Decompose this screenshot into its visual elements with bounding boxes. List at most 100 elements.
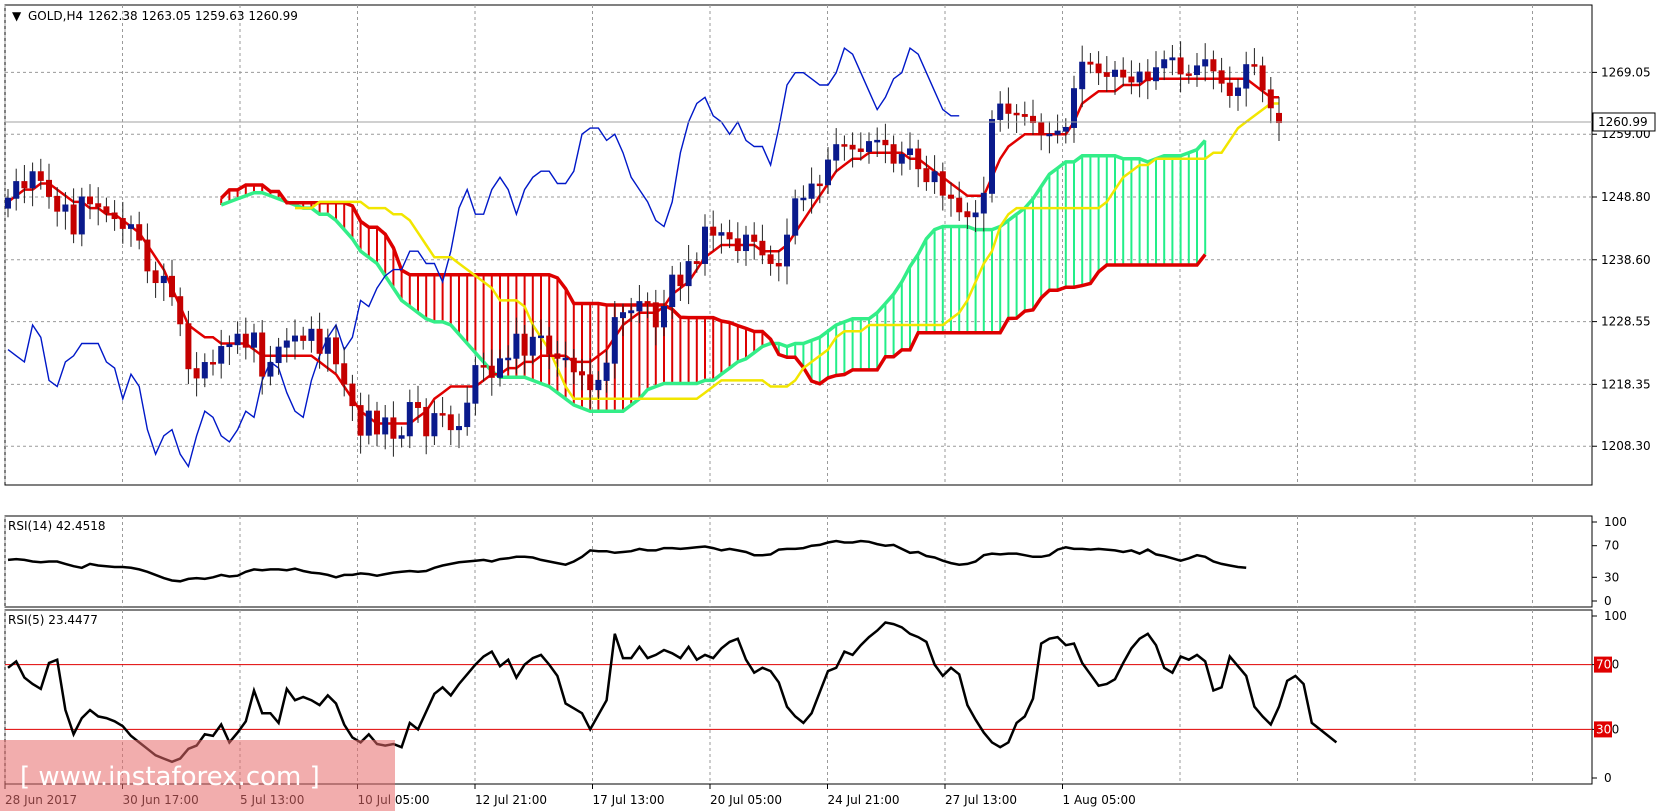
candle-body	[144, 239, 151, 272]
time-tick-label: 1 Aug 05:00	[1063, 793, 1136, 807]
rsi5-axis: 100703007030	[1592, 609, 1627, 785]
candle-body	[980, 192, 987, 214]
candle-body	[1243, 64, 1250, 89]
candle-body	[160, 275, 167, 284]
candle-body	[603, 362, 610, 381]
candle-body	[898, 154, 905, 164]
candle-body	[882, 139, 889, 146]
candle-body	[579, 371, 585, 376]
rsi5-label: RSI(5) 23.4477	[8, 613, 98, 627]
candle-body	[1095, 63, 1102, 74]
rsi-tick-label: 100	[1604, 609, 1627, 623]
candle-body	[242, 333, 249, 348]
candle-body	[398, 435, 405, 439]
candle-body	[808, 183, 815, 199]
candle-body	[488, 365, 495, 378]
candle-body	[628, 310, 635, 314]
candle-body	[1185, 73, 1192, 76]
candle-body	[513, 333, 520, 359]
candle-body	[800, 197, 807, 201]
last-price-text: 1260.99	[1598, 115, 1648, 129]
candle-body	[1276, 112, 1282, 124]
candle-body	[464, 402, 471, 428]
rsi-level-badge	[1594, 721, 1612, 738]
candle-body	[505, 357, 512, 361]
candle-body	[710, 226, 717, 236]
candle-body	[1226, 82, 1233, 96]
candle-body	[685, 261, 692, 287]
candle-body	[677, 274, 684, 287]
candle-body	[669, 274, 676, 308]
candle-body	[111, 212, 118, 220]
candle-body	[1177, 57, 1184, 75]
candle-body	[907, 148, 913, 156]
candle-body	[21, 181, 28, 189]
candle-body	[948, 194, 954, 199]
candle-body	[447, 414, 454, 431]
price-tick-label: 1208.30	[1601, 439, 1651, 453]
candle-body	[103, 206, 110, 214]
candle-body	[95, 203, 102, 208]
price-tick-label: 1269.05	[1601, 65, 1651, 79]
candle-body	[193, 368, 200, 379]
candle-body	[693, 261, 700, 264]
main-pane: ▼ GOLD,H4 1262.38 1263.05 1259.63 1260.9…	[4, 4, 1593, 486]
candle-body	[661, 306, 667, 328]
candle-body	[341, 363, 348, 385]
candle-body	[849, 144, 856, 150]
candle-body	[1005, 103, 1012, 114]
candle-body	[1120, 69, 1127, 78]
candle-body	[1062, 126, 1069, 132]
candle-body	[816, 183, 823, 187]
candle-body	[259, 332, 266, 377]
candle-body	[587, 374, 594, 391]
candle-body	[1169, 57, 1176, 61]
candle-body	[415, 402, 421, 408]
time-tick-label: 27 Jul 13:00	[945, 793, 1017, 807]
candle-body	[702, 226, 708, 264]
ichimoku-lines	[7, 46, 1279, 469]
candle-body	[357, 405, 364, 436]
candle-body	[1103, 72, 1110, 77]
candle-body	[784, 234, 790, 267]
candle-body	[349, 383, 356, 407]
candle-body	[866, 141, 872, 152]
candle-body	[1267, 89, 1274, 109]
candle-body	[529, 336, 536, 356]
candle-body	[1087, 61, 1094, 65]
rsi14-axis: 100 70 30 0	[1592, 515, 1627, 608]
rsi-level-badge	[1594, 656, 1612, 673]
watermark: [ www.instaforex.com ]	[0, 740, 395, 811]
candle-body	[775, 262, 782, 267]
candle-body	[136, 224, 143, 241]
candle-body	[128, 224, 134, 229]
candle-body	[218, 346, 225, 364]
rsi-tick-label: 0	[1604, 771, 1612, 785]
candle-body	[423, 406, 430, 437]
candle-body	[1144, 71, 1151, 82]
time-tick-label: 12 Jul 21:00	[475, 793, 547, 807]
chikou-span	[7, 46, 960, 469]
candle-body	[964, 211, 971, 218]
candle-body	[751, 234, 758, 242]
candle-body	[251, 332, 257, 348]
candle-body	[29, 171, 36, 189]
candle-body	[874, 139, 881, 143]
candle-body	[1013, 112, 1020, 116]
candle-body	[316, 328, 323, 354]
candle-body	[308, 328, 315, 341]
candle-body	[5, 197, 11, 209]
candle-body	[636, 301, 643, 312]
candle-body	[497, 358, 503, 378]
candle-body	[825, 159, 831, 186]
last-price-badge: 1260.99	[1592, 112, 1656, 132]
candle-body	[267, 362, 274, 377]
price-tick-label: 1218.35	[1601, 377, 1651, 391]
ohlc-label: 1262.38 1263.05 1259.63 1260.99	[88, 9, 298, 23]
candle-body	[1153, 67, 1159, 82]
candle-body	[201, 362, 208, 379]
candle-body	[169, 275, 175, 298]
candle-body	[611, 317, 618, 364]
candle-body	[234, 333, 241, 346]
